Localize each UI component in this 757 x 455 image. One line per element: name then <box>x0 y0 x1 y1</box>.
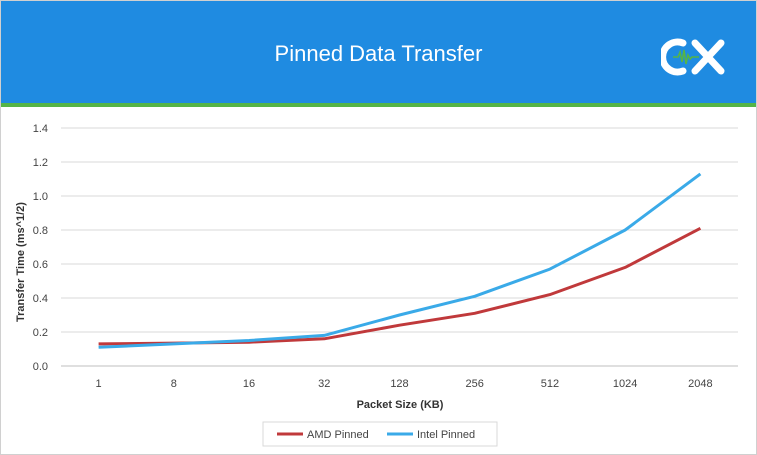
header-banner: Pinned Data Transfer CX <box>1 1 756 107</box>
x-tick-label: 8 <box>171 378 177 390</box>
y-tick-label: 0.8 <box>33 225 48 237</box>
x-tick-label: 128 <box>390 378 408 390</box>
chart-title: Pinned Data Transfer <box>274 41 483 66</box>
x-tick-label: 1 <box>96 378 102 390</box>
legend-label: AMD Pinned <box>307 429 369 441</box>
series-line-amd-pinned <box>98 226 702 346</box>
series-lines <box>98 172 702 349</box>
y-tick-label: 0.4 <box>33 293 48 305</box>
x-axis-ticks: 1 8 16 32 128 256 512 1024 2048 <box>96 378 713 390</box>
series-line-intel-pinned <box>98 172 702 349</box>
y-tick-label: 1.2 <box>33 157 48 169</box>
y-tick-label: 0.2 <box>33 327 48 339</box>
x-tick-label: 2048 <box>688 378 712 390</box>
y-axis-ticks: 0.0 0.2 0.4 0.6 0.8 1.0 1.2 1.4 <box>33 123 48 373</box>
x-tick-label: 1024 <box>613 378 637 390</box>
x-tick-label: 512 <box>541 378 559 390</box>
x-tick-label: 16 <box>243 378 255 390</box>
y-tick-label: 1.0 <box>33 191 48 203</box>
x-tick-label: 32 <box>318 378 330 390</box>
y-tick-label: 1.4 <box>33 123 48 135</box>
y-tick-label: 0.0 <box>33 361 48 373</box>
cx-logo-icon: CX <box>661 38 725 76</box>
line-chart: 0.0 0.2 0.4 0.6 0.8 1.0 1.2 1.4 1 8 16 32 128 256 512… <box>15 123 738 447</box>
y-axis-label: Transfer Time (ms^1/2) <box>15 202 27 322</box>
y-tick-label: 0.6 <box>33 259 48 271</box>
x-tick-label: 256 <box>466 378 484 390</box>
gridlines <box>61 127 738 367</box>
x-axis-label: Packet Size (KB) <box>357 399 444 411</box>
legend-label: Intel Pinned <box>417 429 475 441</box>
legend: AMD Pinned Intel Pinned <box>262 421 498 447</box>
